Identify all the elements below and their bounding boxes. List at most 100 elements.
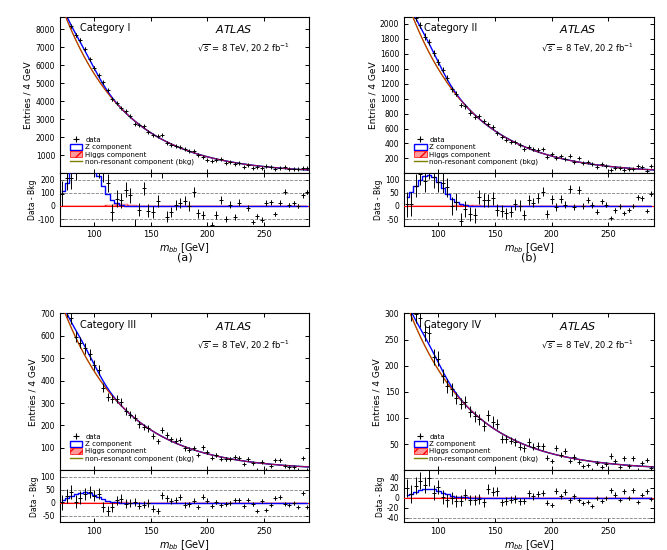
non-resonant component (bkg) bbox=[56, 0, 64, 6]
Z component bbox=[510, 437, 518, 443]
non-resonant component (bkg) bbox=[572, 455, 580, 462]
Text: Category I: Category I bbox=[80, 23, 130, 33]
non-resonant component (bkg) bbox=[510, 437, 518, 443]
non-resonant component (bkg) bbox=[157, 433, 165, 439]
Text: $\mathbf{\mathit{ATLAS}}$: $\mathbf{\mathit{ATLAS}}$ bbox=[559, 23, 596, 35]
Text: (a): (a) bbox=[177, 253, 193, 263]
non-resonant component (bkg) bbox=[650, 464, 658, 470]
non-resonant component (bkg) bbox=[166, 437, 174, 444]
Z component bbox=[56, 0, 64, 4]
Z component bbox=[599, 460, 607, 466]
Text: Category II: Category II bbox=[424, 23, 478, 33]
non-resonant component (bkg) bbox=[501, 134, 509, 140]
Y-axis label: Data - Bkg: Data - Bkg bbox=[376, 476, 386, 516]
Z component bbox=[251, 162, 259, 169]
non-resonant component (bkg) bbox=[227, 456, 235, 463]
Text: $\sqrt{s}$ = 8 TeV, 20.2 fb$^{-1}$: $\sqrt{s}$ = 8 TeV, 20.2 fb$^{-1}$ bbox=[197, 338, 290, 352]
non-resonant component (bkg) bbox=[501, 432, 509, 439]
Z component bbox=[650, 464, 658, 470]
Z component bbox=[255, 163, 263, 169]
Z component bbox=[227, 159, 235, 166]
Text: (b): (b) bbox=[521, 253, 537, 263]
non-resonant component (bkg) bbox=[56, 296, 64, 303]
Text: $\sqrt{s}$ = 8 TeV, 20.2 fb$^{-1}$: $\sqrt{s}$ = 8 TeV, 20.2 fb$^{-1}$ bbox=[197, 42, 290, 55]
Z component bbox=[400, 293, 408, 299]
Text: $\mathbf{\mathit{ATLAS}}$: $\mathbf{\mathit{ATLAS}}$ bbox=[559, 320, 596, 332]
Text: $\sqrt{s}$ = 8 TeV, 20.2 fb$^{-1}$: $\sqrt{s}$ = 8 TeV, 20.2 fb$^{-1}$ bbox=[542, 42, 634, 55]
non-resonant component (bkg) bbox=[426, 51, 434, 57]
Line: Z component: Z component bbox=[404, 0, 654, 170]
Y-axis label: Entries / 4 GeV: Entries / 4 GeV bbox=[368, 61, 378, 129]
Z component bbox=[166, 437, 174, 444]
Z component bbox=[510, 139, 518, 145]
Z component bbox=[595, 459, 603, 466]
X-axis label: $m_{bb}$ [GeV]: $m_{bb}$ [GeV] bbox=[159, 241, 210, 255]
non-resonant component (bkg) bbox=[426, 352, 434, 359]
Text: $\mathbf{\mathit{ATLAS}}$: $\mathbf{\mathit{ATLAS}}$ bbox=[215, 23, 252, 35]
Line: Z component: Z component bbox=[60, 1, 309, 170]
Text: $\mathbf{\mathit{ATLAS}}$: $\mathbf{\mathit{ATLAS}}$ bbox=[215, 320, 252, 332]
Z component bbox=[251, 459, 259, 466]
Z component bbox=[501, 432, 509, 439]
non-resonant component (bkg) bbox=[599, 460, 607, 466]
X-axis label: $m_{bb}$ [GeV]: $m_{bb}$ [GeV] bbox=[504, 538, 554, 550]
Y-axis label: Entries / 4 GeV: Entries / 4 GeV bbox=[373, 358, 382, 426]
Legend: data, Z component, Higgs component, non-resonant component (bkg): data, Z component, Higgs component, non-… bbox=[69, 432, 195, 464]
Z component bbox=[305, 464, 313, 470]
Line: non-resonant component (bkg): non-resonant component (bkg) bbox=[404, 298, 654, 467]
Text: Category IV: Category IV bbox=[424, 320, 481, 329]
non-resonant component (bkg) bbox=[595, 162, 603, 168]
Z component bbox=[305, 167, 313, 173]
Z component bbox=[426, 41, 434, 48]
Z component bbox=[157, 433, 165, 439]
non-resonant component (bkg) bbox=[650, 167, 658, 173]
non-resonant component (bkg) bbox=[255, 163, 263, 169]
non-resonant component (bkg) bbox=[595, 459, 603, 466]
Line: Z component: Z component bbox=[60, 298, 309, 467]
Z component bbox=[572, 158, 580, 165]
non-resonant component (bkg) bbox=[166, 140, 174, 147]
non-resonant component (bkg) bbox=[227, 159, 235, 166]
non-resonant component (bkg) bbox=[81, 353, 89, 360]
non-resonant component (bkg) bbox=[251, 459, 259, 466]
Z component bbox=[56, 295, 64, 301]
Text: $\sqrt{s}$ = 8 TeV, 20.2 fb$^{-1}$: $\sqrt{s}$ = 8 TeV, 20.2 fb$^{-1}$ bbox=[542, 338, 634, 352]
non-resonant component (bkg) bbox=[255, 460, 263, 466]
Line: non-resonant component (bkg): non-resonant component (bkg) bbox=[60, 300, 309, 467]
Z component bbox=[572, 455, 580, 462]
Z component bbox=[501, 134, 509, 140]
non-resonant component (bkg) bbox=[157, 135, 165, 142]
Legend: data, Z component, Higgs component, non-resonant component (bkg): data, Z component, Higgs component, non-… bbox=[413, 135, 540, 167]
Text: Category III: Category III bbox=[80, 320, 136, 329]
Y-axis label: Data - Bkg: Data - Bkg bbox=[374, 179, 384, 219]
non-resonant component (bkg) bbox=[400, 294, 408, 301]
Y-axis label: Data - Bkg: Data - Bkg bbox=[30, 476, 39, 516]
Z component bbox=[166, 140, 174, 147]
Line: Z component: Z component bbox=[404, 296, 654, 467]
Z component bbox=[81, 344, 89, 351]
Legend: data, Z component, Higgs component, non-resonant component (bkg): data, Z component, Higgs component, non-… bbox=[413, 432, 540, 464]
Z component bbox=[650, 167, 658, 173]
Line: non-resonant component (bkg): non-resonant component (bkg) bbox=[404, 0, 654, 170]
non-resonant component (bkg) bbox=[305, 464, 313, 470]
Z component bbox=[426, 343, 434, 349]
Line: non-resonant component (bkg): non-resonant component (bkg) bbox=[60, 2, 309, 170]
non-resonant component (bkg) bbox=[510, 139, 518, 145]
X-axis label: $m_{bb}$ [GeV]: $m_{bb}$ [GeV] bbox=[504, 241, 554, 255]
Z component bbox=[255, 460, 263, 466]
non-resonant component (bkg) bbox=[599, 162, 607, 169]
Z component bbox=[227, 456, 235, 463]
X-axis label: $m_{bb}$ [GeV]: $m_{bb}$ [GeV] bbox=[159, 538, 210, 550]
non-resonant component (bkg) bbox=[305, 167, 313, 173]
Y-axis label: Data - Bkg: Data - Bkg bbox=[27, 179, 37, 219]
Legend: data, Z component, Higgs component, non-resonant component (bkg): data, Z component, Higgs component, non-… bbox=[69, 135, 195, 167]
non-resonant component (bkg) bbox=[251, 162, 259, 169]
Z component bbox=[81, 48, 89, 55]
Y-axis label: Entries / 4 GeV: Entries / 4 GeV bbox=[24, 61, 33, 129]
non-resonant component (bkg) bbox=[572, 158, 580, 165]
Z component bbox=[599, 162, 607, 169]
non-resonant component (bkg) bbox=[81, 56, 89, 62]
Z component bbox=[595, 162, 603, 168]
Y-axis label: Entries / 4 GeV: Entries / 4 GeV bbox=[29, 358, 38, 426]
Z component bbox=[157, 135, 165, 142]
